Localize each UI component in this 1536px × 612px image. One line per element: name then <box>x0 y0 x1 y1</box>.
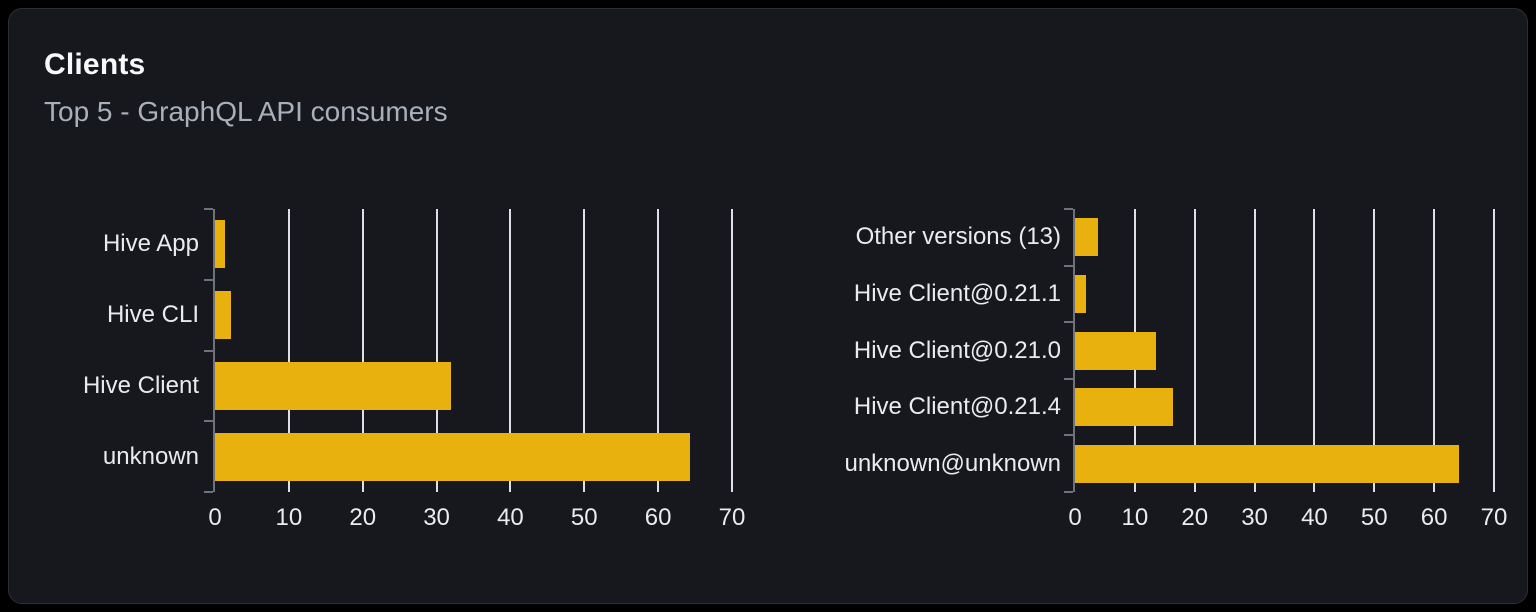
x-tick-label-40: 40 <box>1301 504 1328 531</box>
clients-by-version-chart: Other versions (13) Hive Client@0.21.1 Hiv… <box>844 208 1507 531</box>
x-tick-label-10: 10 <box>1121 504 1149 531</box>
y-axis-tick <box>204 208 213 210</box>
x-tick-label-20: 20 <box>1181 504 1209 531</box>
card-title: Clients <box>44 48 146 81</box>
category-label-hive-client-0-21-0: Hive Client@0.21.0 <box>853 336 1061 364</box>
bar-hive-client-0-21-1[interactable] <box>1075 274 1087 313</box>
category-label-hive-client-0-21-1: Hive Client@0.21.1 <box>853 279 1061 307</box>
gridline-40 <box>509 209 512 492</box>
y-axis-tick <box>1064 377 1073 380</box>
gridline-50 <box>583 209 586 492</box>
x-tick-label-0: 0 <box>1068 504 1082 531</box>
bar-hive-cli[interactable] <box>215 291 231 340</box>
gridline-70 <box>731 209 733 492</box>
category-label-hive-client-0-21-4: Hive Client@0.21.4 <box>853 393 1061 421</box>
clients-by-name-chart: Hive App Hive CLI Hive Client unknown 0 10 20 3… <box>83 208 745 531</box>
gridline-40 <box>1313 209 1316 492</box>
bar-hive-client[interactable] <box>215 361 452 410</box>
bar-unknown-unknown[interactable] <box>1075 444 1460 483</box>
gridline-20 <box>1193 209 1196 492</box>
bar-hive-client-0-21-4[interactable] <box>1075 388 1174 427</box>
x-tick-label-10: 10 <box>275 504 303 531</box>
category-label-hive-app: Hive App <box>102 230 199 258</box>
gridline-30 <box>1253 209 1256 492</box>
gridline-60 <box>1433 209 1436 492</box>
gridline-20 <box>361 209 364 492</box>
x-tick-label-50: 50 <box>1360 504 1388 531</box>
y-axis-tick <box>204 491 213 493</box>
x-tick-label-50: 50 <box>570 504 598 531</box>
x-tick-label-70: 70 <box>1480 504 1508 531</box>
x-tick-label-60: 60 <box>644 504 672 531</box>
gridline-50 <box>1373 209 1376 492</box>
x-tick-label-30: 30 <box>1241 504 1268 531</box>
y-axis-line <box>1073 209 1075 492</box>
gridline-60 <box>657 209 660 492</box>
gridline-10 <box>287 209 290 492</box>
y-axis-tick <box>1064 208 1073 210</box>
category-label-other-versions-13: Other versions (13) <box>855 223 1061 251</box>
x-tick-label-40: 40 <box>497 504 524 531</box>
bar-hive-app[interactable] <box>215 220 226 269</box>
bar-hive-client-0-21-0[interactable] <box>1075 331 1157 370</box>
y-axis-tick <box>1064 434 1073 437</box>
category-label-unknown-unknown: unknown@unknown <box>844 449 1061 477</box>
y-axis-tick <box>204 420 213 423</box>
gridline-30 <box>435 209 438 492</box>
y-axis-tick <box>1064 491 1073 493</box>
category-label-hive-client: Hive Client <box>82 371 199 399</box>
bar-other-versions-13[interactable] <box>1075 218 1099 257</box>
category-label-hive-cli: Hive CLI <box>106 301 199 329</box>
card-subtitle: Top 5 - GraphQL API consumers <box>44 96 448 127</box>
x-tick-label-70: 70 <box>718 504 746 531</box>
clients-card: Clients Top 5 - GraphQL API consumers Hi… <box>8 8 1528 604</box>
bar-unknown[interactable] <box>215 432 690 481</box>
y-axis-tick <box>1064 321 1073 324</box>
x-tick-label-20: 20 <box>349 504 377 531</box>
y-axis-tick <box>1064 264 1073 267</box>
y-axis-line <box>213 209 215 492</box>
y-axis-tick <box>204 349 213 352</box>
y-axis-tick <box>204 278 213 281</box>
x-tick-label-0: 0 <box>208 504 222 531</box>
x-tick-label-60: 60 <box>1420 504 1448 531</box>
gridline-70 <box>1493 209 1495 492</box>
category-label-unknown: unknown <box>102 442 199 470</box>
x-tick-label-30: 30 <box>423 504 450 531</box>
